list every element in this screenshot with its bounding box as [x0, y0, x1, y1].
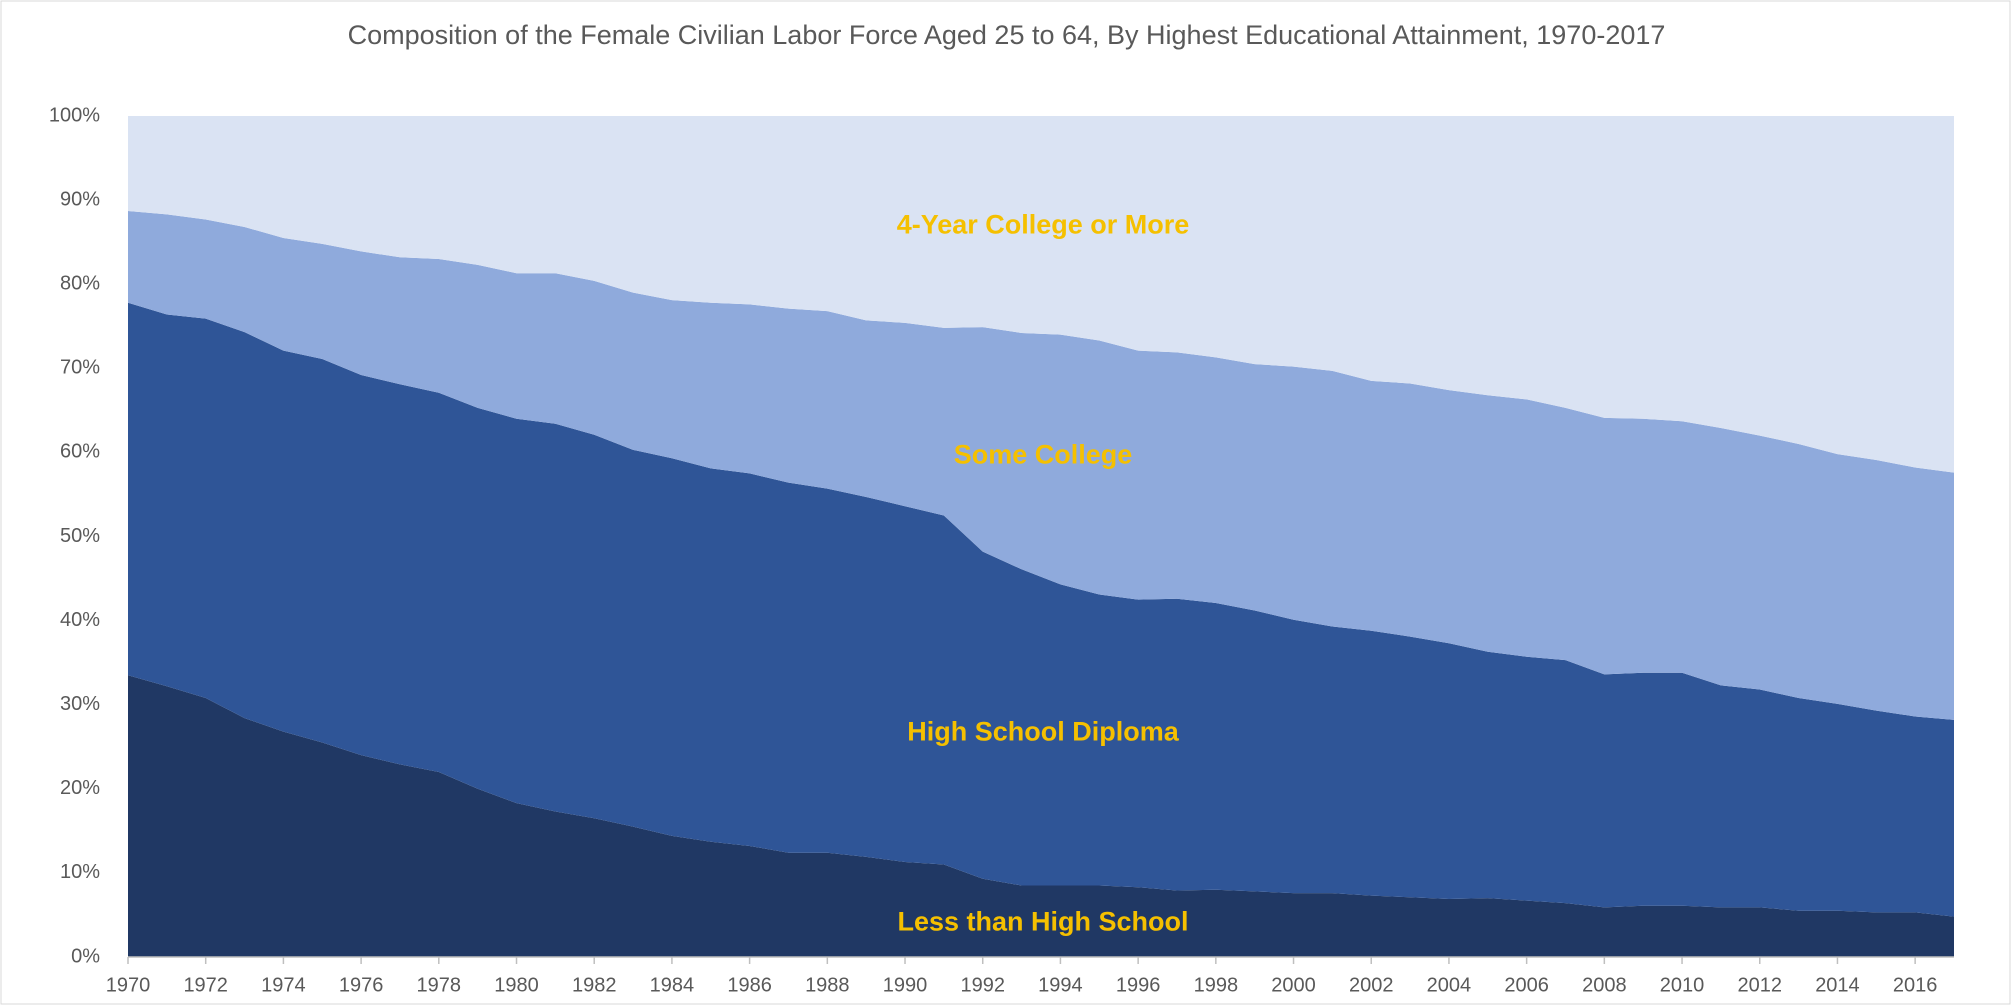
- y-tick-label: 70%: [60, 357, 100, 379]
- x-tick-label: 1988: [805, 974, 850, 996]
- x-tick-label: 1972: [183, 974, 228, 996]
- x-tick-label: 1986: [727, 974, 772, 996]
- x-tick-label: 1992: [960, 974, 1005, 996]
- y-tick-label: 40%: [60, 609, 100, 631]
- x-tick-label: 1998: [1194, 974, 1239, 996]
- x-tick-label: 1980: [494, 974, 539, 996]
- y-tick-label: 50%: [60, 525, 100, 547]
- x-tick-label: 2002: [1349, 974, 1394, 996]
- title-box: Composition of the Female Civilian Labor…: [347, 20, 1666, 50]
- x-tick-label: 1994: [1038, 974, 1083, 996]
- series-label: Some College: [953, 439, 1133, 470]
- y-tick-label: 20%: [60, 777, 100, 799]
- x-tick-label: 2014: [1815, 974, 1860, 996]
- y-tick-label: 100%: [49, 104, 100, 126]
- x-tick-label: 1984: [650, 974, 695, 996]
- x-tick-label: 1982: [572, 974, 617, 996]
- x-tick-label: 1990: [883, 974, 928, 996]
- x-tick-label: 2000: [1271, 974, 1316, 996]
- area: [128, 675, 1954, 957]
- y-tick-label: 10%: [60, 861, 100, 883]
- x-tick-label: 2012: [1737, 974, 1782, 996]
- area: [128, 211, 1954, 720]
- x-tick-label: 1976: [339, 974, 384, 996]
- chart-title: Composition of the Female Civilian Labor…: [347, 20, 1666, 50]
- x-tick-label: 2010: [1660, 974, 1705, 996]
- y-tick-label: 60%: [60, 441, 100, 463]
- x-tick-label: 2006: [1504, 974, 1549, 996]
- area: [128, 302, 1954, 917]
- x-tick-label: 1996: [1116, 974, 1161, 996]
- x-tick-label: 2016: [1893, 974, 1938, 996]
- series-label: 4-Year College or More: [896, 209, 1190, 240]
- x-tick-label: 1978: [417, 974, 462, 996]
- series-label: Less than High School: [897, 906, 1189, 937]
- series-label: High School Diploma: [907, 716, 1179, 747]
- y-tick-label: 80%: [60, 272, 100, 294]
- y-tick-label: 0%: [71, 945, 100, 967]
- x-tick-label: 1974: [261, 974, 306, 996]
- x-tick-label: 2008: [1582, 974, 1627, 996]
- y-tick-label: 30%: [60, 693, 100, 715]
- x-tick-label: 1970: [106, 974, 151, 996]
- x-tick-label: 2004: [1427, 974, 1472, 996]
- area: [128, 116, 1954, 473]
- y-tick-label: 90%: [60, 188, 100, 210]
